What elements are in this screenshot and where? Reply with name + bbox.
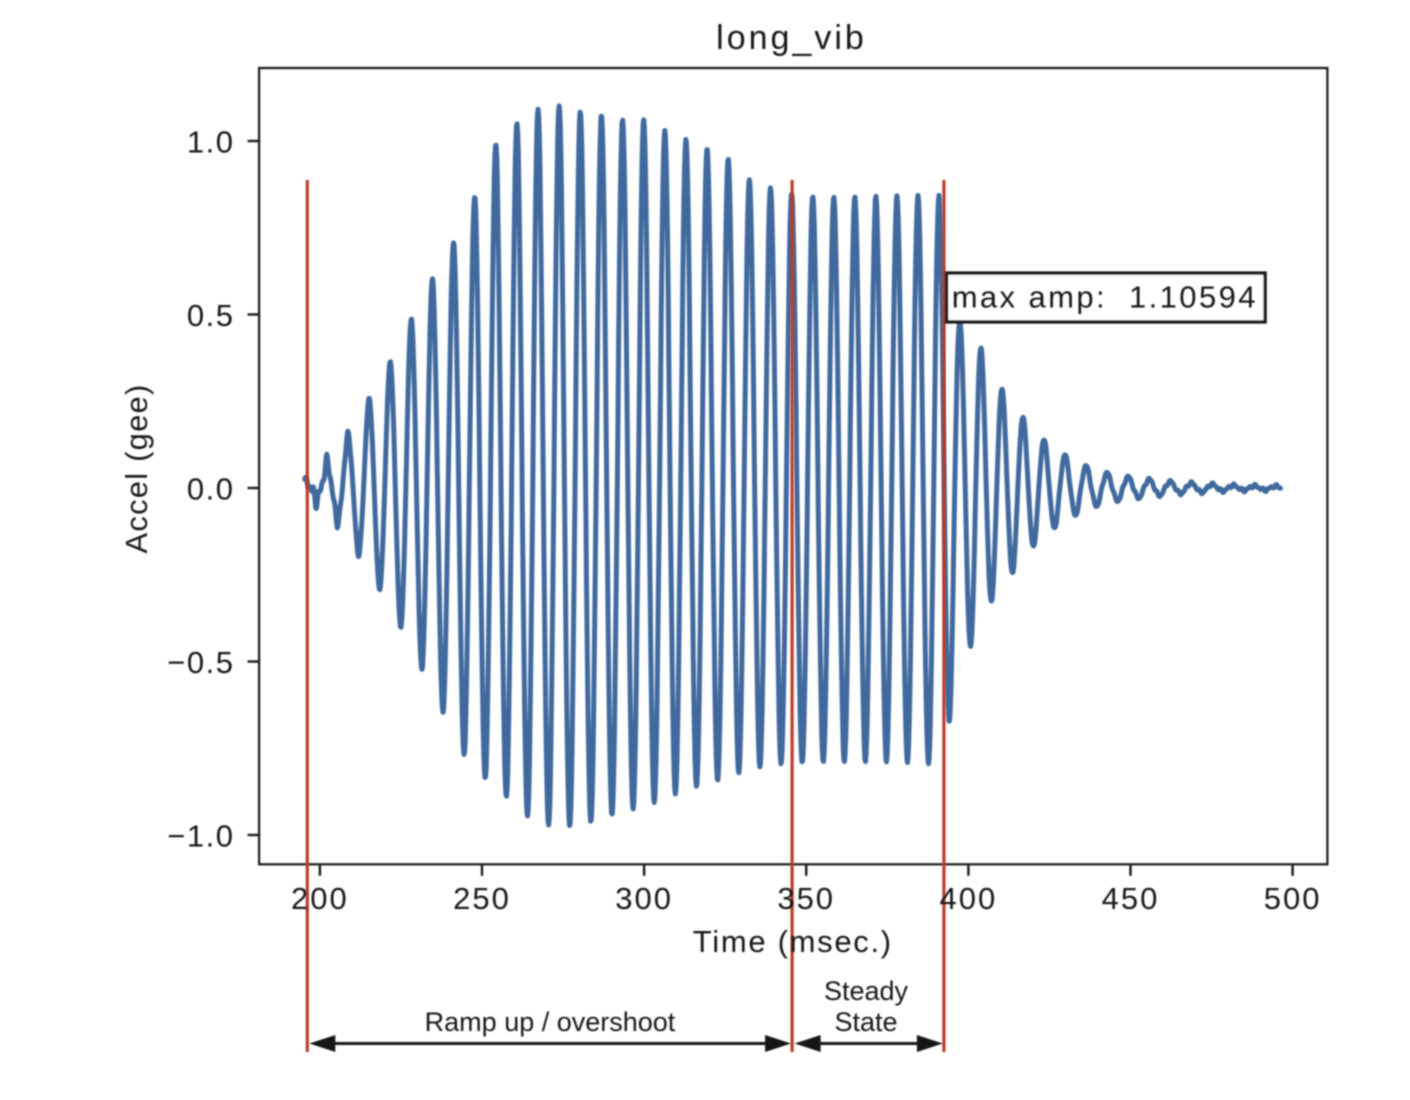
- svg-text:300: 300: [615, 881, 673, 916]
- svg-text:250: 250: [453, 881, 511, 916]
- svg-text:Accel (gee): Accel (gee): [119, 384, 154, 554]
- svg-text:Steady: Steady: [824, 976, 909, 1006]
- svg-text:0.0: 0.0: [187, 471, 235, 506]
- svg-text:350: 350: [777, 881, 835, 916]
- svg-text:−1.0: −1.0: [167, 818, 234, 853]
- svg-text:State: State: [834, 1007, 897, 1037]
- svg-text:1.0: 1.0: [187, 124, 235, 159]
- svg-text:500: 500: [1264, 881, 1322, 916]
- svg-text:Ramp up / overshoot: Ramp up / overshoot: [425, 1007, 676, 1037]
- svg-text:−0.5: −0.5: [167, 645, 234, 680]
- svg-text:max amp: 1.10594: max amp: 1.10594: [952, 279, 1258, 314]
- svg-text:450: 450: [1102, 881, 1160, 916]
- svg-text:200: 200: [291, 881, 349, 916]
- svg-text:Time (msec.): Time (msec.): [693, 924, 893, 959]
- svg-text:long_vib: long_vib: [716, 19, 867, 57]
- svg-text:0.5: 0.5: [187, 298, 235, 333]
- svg-text:400: 400: [940, 881, 998, 916]
